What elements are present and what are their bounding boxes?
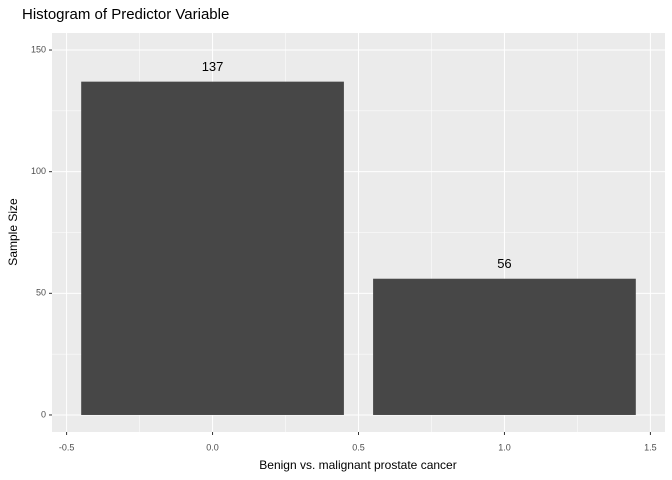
y-axis-title: Sample Size bbox=[6, 198, 20, 266]
data-label: 137 bbox=[202, 59, 224, 74]
y-tick-label: 0 bbox=[41, 409, 46, 419]
bar bbox=[81, 81, 344, 415]
y-tick-label: 100 bbox=[31, 166, 46, 176]
chart-title: Histogram of Predictor Variable bbox=[22, 6, 229, 23]
bar bbox=[373, 278, 636, 415]
x-tick-label: 1.5 bbox=[644, 442, 657, 452]
y-tick-label: 150 bbox=[31, 44, 46, 54]
x-tick-label: 0.0 bbox=[206, 442, 219, 452]
x-tick-label: 1.0 bbox=[498, 442, 511, 452]
x-tick-label: 0.5 bbox=[352, 442, 365, 452]
y-tick-label: 50 bbox=[36, 288, 46, 298]
data-label: 56 bbox=[497, 256, 511, 271]
x-tick-label: -0.5 bbox=[59, 442, 75, 452]
x-axis-title: Benign vs. malignant prostate cancer bbox=[259, 458, 456, 472]
